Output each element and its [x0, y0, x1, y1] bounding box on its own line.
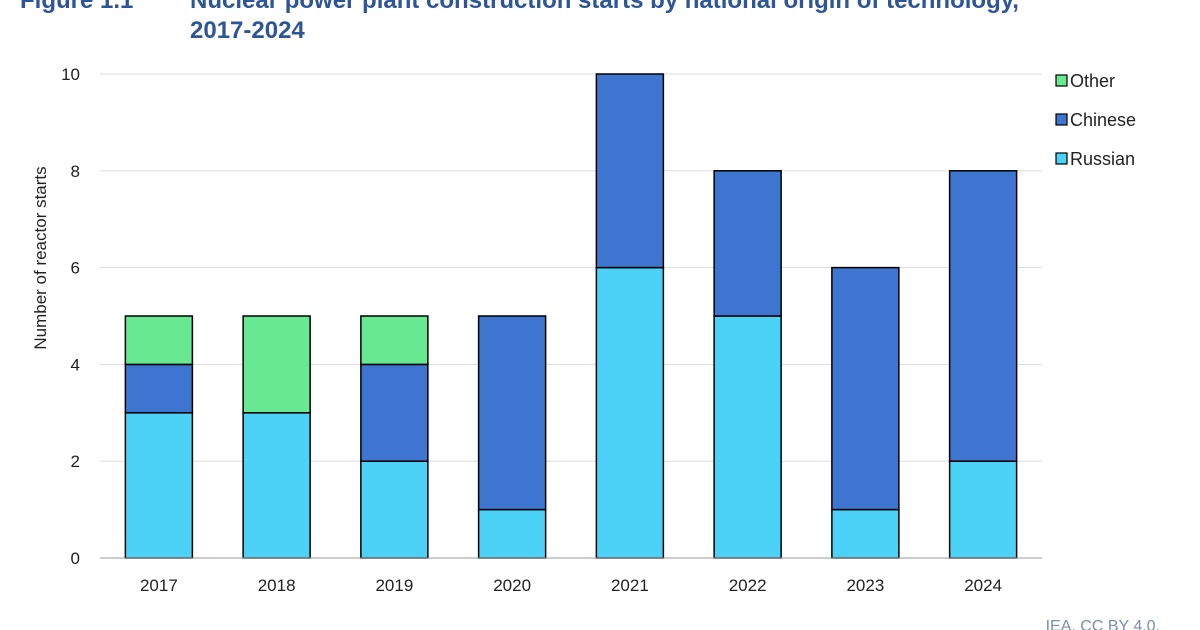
y-tick-label: 2	[71, 452, 80, 471]
bar-segment-chinese-2021	[595, 73, 665, 269]
x-tick-label: 2018	[258, 576, 296, 595]
x-tick-label: 2024	[964, 576, 1002, 595]
y-tick-label: 0	[71, 549, 80, 568]
bar-segment-other-2017	[124, 315, 194, 366]
y-axis-label: Number of reactor starts	[31, 166, 50, 349]
x-axis-ticks: 2017 2018 2019 2020 2021 2022 2023 2024	[140, 576, 1002, 595]
y-axis-ticks: 0 2 4 6 8 10	[61, 65, 80, 568]
bar-segment-chinese-2019	[360, 363, 429, 462]
bar-segment-russian-2023	[831, 508, 900, 559]
title-line-2: 2017-2024	[190, 17, 305, 44]
legend-swatch-other	[1055, 74, 1068, 87]
bar-segment-russian-2022	[713, 315, 782, 559]
x-tick-label: 2021	[611, 576, 649, 595]
y-tick-label: 8	[71, 162, 80, 181]
bar-segment-other-2019	[360, 315, 429, 366]
bar-segment-chinese-2020	[477, 315, 547, 511]
x-tick-label: 2019	[375, 576, 413, 595]
legend-label-russian: Russian	[1070, 149, 1135, 169]
y-tick-label: 4	[71, 355, 80, 374]
legend-label-chinese: Chinese	[1070, 110, 1136, 130]
x-tick-label: 2023	[846, 576, 884, 595]
x-tick-label: 2020	[493, 576, 531, 595]
figure-label: Figure 1.1	[20, 0, 134, 14]
bar-segment-chinese-2017	[124, 363, 194, 414]
bar-segment-russian-2017	[124, 412, 194, 559]
bar-segment-russian-2024	[948, 460, 1018, 559]
bar-segment-russian-2021	[595, 266, 665, 559]
legend-label-other: Other	[1070, 71, 1115, 91]
bar-segment-russian-2019	[360, 460, 429, 559]
bar-segment-chinese-2024	[948, 170, 1018, 462]
bar-segment-russian-2018	[242, 412, 311, 559]
source-note: IEA. CC BY 4.0.	[1045, 618, 1160, 630]
legend-swatch-chinese	[1055, 113, 1068, 126]
grid-lines	[100, 73, 1042, 462]
x-tick-label: 2022	[729, 576, 767, 595]
bar-segment-chinese-2023	[831, 266, 900, 511]
title-line-1: Nuclear power plant construction starts …	[190, 0, 1019, 14]
bars	[124, 73, 1018, 559]
y-tick-label: 10	[61, 65, 80, 84]
figure-title: Figure 1.1 Nuclear power plant construct…	[20, 0, 1190, 46]
legend-swatch-russian	[1055, 152, 1068, 165]
bar-segment-chinese-2022	[713, 170, 782, 317]
legend: Other Chinese Russian	[1055, 71, 1136, 169]
bar-segment-russian-2020	[477, 508, 547, 559]
bar-segment-other-2018	[242, 315, 311, 414]
y-tick-label: 6	[71, 259, 80, 278]
x-tick-label: 2017	[140, 576, 178, 595]
